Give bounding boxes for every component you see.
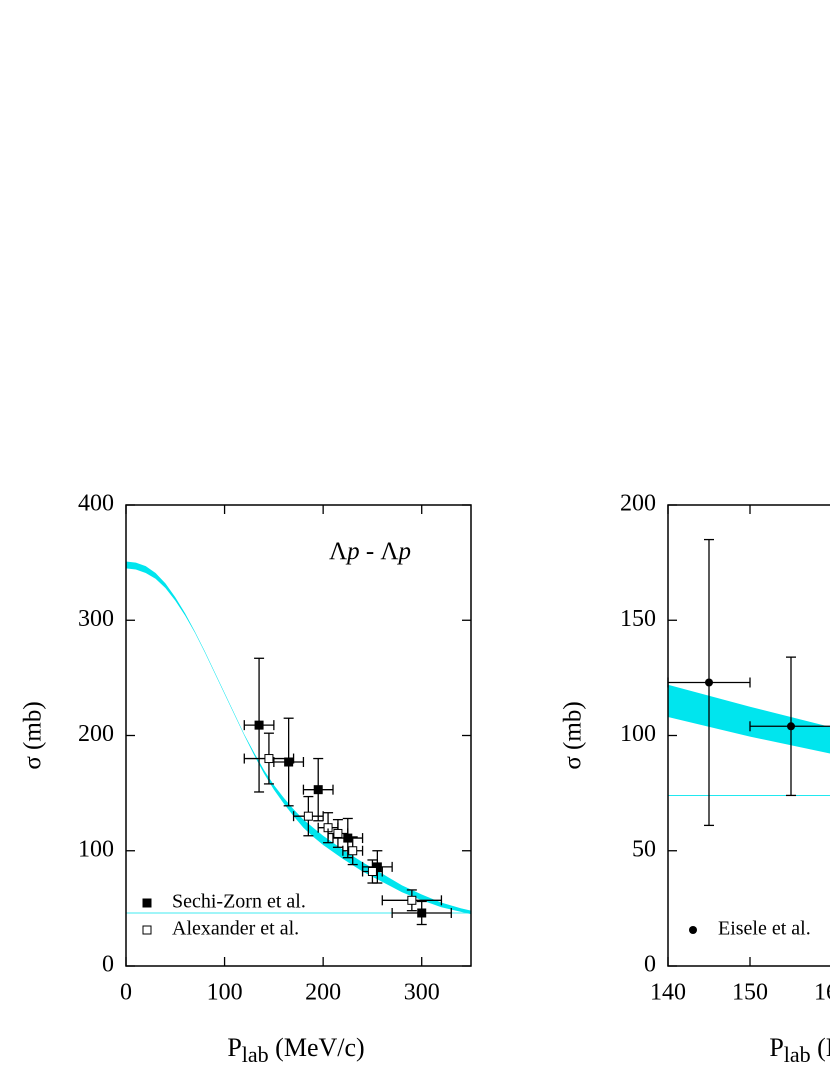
y-axis-title: σ (mb) — [20, 701, 47, 769]
x-axis-title-part: lab — [784, 1042, 811, 1067]
data-point — [787, 722, 795, 731]
y-tick-label: 200 — [78, 721, 114, 747]
data-point — [367, 866, 377, 876]
annotation-part: - Λ — [360, 538, 399, 565]
legend-label: Alexander et al. — [172, 918, 299, 940]
x-tick-label: 150 — [732, 980, 768, 1006]
data-point — [313, 785, 323, 795]
data-point — [284, 757, 294, 767]
x-axis-title: Plab (MeV/c) — [769, 1033, 830, 1067]
x-tick-label: 100 — [207, 980, 243, 1006]
data-point — [254, 720, 264, 730]
data-point — [142, 898, 152, 908]
x-axis-title-part: P — [227, 1033, 241, 1062]
y-tick-label: 300 — [78, 606, 114, 632]
legend-label: Eisele et al. — [718, 918, 811, 940]
plot-area — [126, 561, 471, 915]
y-tick-label: 200 — [620, 491, 656, 517]
x-axis-title: Plab (MeV/c) — [227, 1033, 364, 1067]
x-tick-label: 140 — [650, 980, 686, 1006]
y-tick-label: 100 — [620, 721, 656, 747]
data-point — [417, 908, 427, 918]
annotation: Λp - Λp — [329, 538, 411, 565]
y-tick-label: 50 — [632, 836, 656, 862]
x-tick-label: 200 — [305, 980, 341, 1006]
data-point — [689, 926, 697, 934]
y-tick-label: 0 — [102, 952, 114, 978]
data-point — [348, 846, 358, 856]
legend-label: Sechi-Zorn et al. — [172, 891, 306, 913]
annotation-part: Λ — [329, 538, 347, 565]
x-axis-title-part: (MeV/c) — [269, 1033, 365, 1062]
data-point — [303, 811, 313, 821]
y-tick-label: 100 — [78, 836, 114, 862]
y-tick-label: 150 — [620, 606, 656, 632]
data-point — [705, 678, 713, 687]
y-tick-label: 400 — [78, 491, 114, 517]
y-axis-title: σ (mb) — [560, 701, 587, 769]
x-tick-label: 300 — [404, 980, 440, 1006]
data-point — [333, 828, 343, 838]
annotation-part: p — [397, 538, 412, 565]
x-axis-title-part: lab — [242, 1042, 269, 1067]
data-point — [142, 925, 152, 935]
annotation-part: p — [345, 538, 360, 565]
x-axis-title-part: P — [769, 1033, 783, 1062]
model-band — [668, 684, 830, 754]
x-axis-title-part: (MeV/c) — [811, 1033, 830, 1062]
model-band — [126, 561, 471, 915]
data-point — [407, 895, 417, 905]
x-tick-label: 160 — [814, 980, 830, 1006]
plot-area — [668, 684, 830, 796]
x-tick-label: 0 — [120, 980, 132, 1006]
y-tick-label: 0 — [644, 952, 656, 978]
data-point — [264, 754, 274, 764]
